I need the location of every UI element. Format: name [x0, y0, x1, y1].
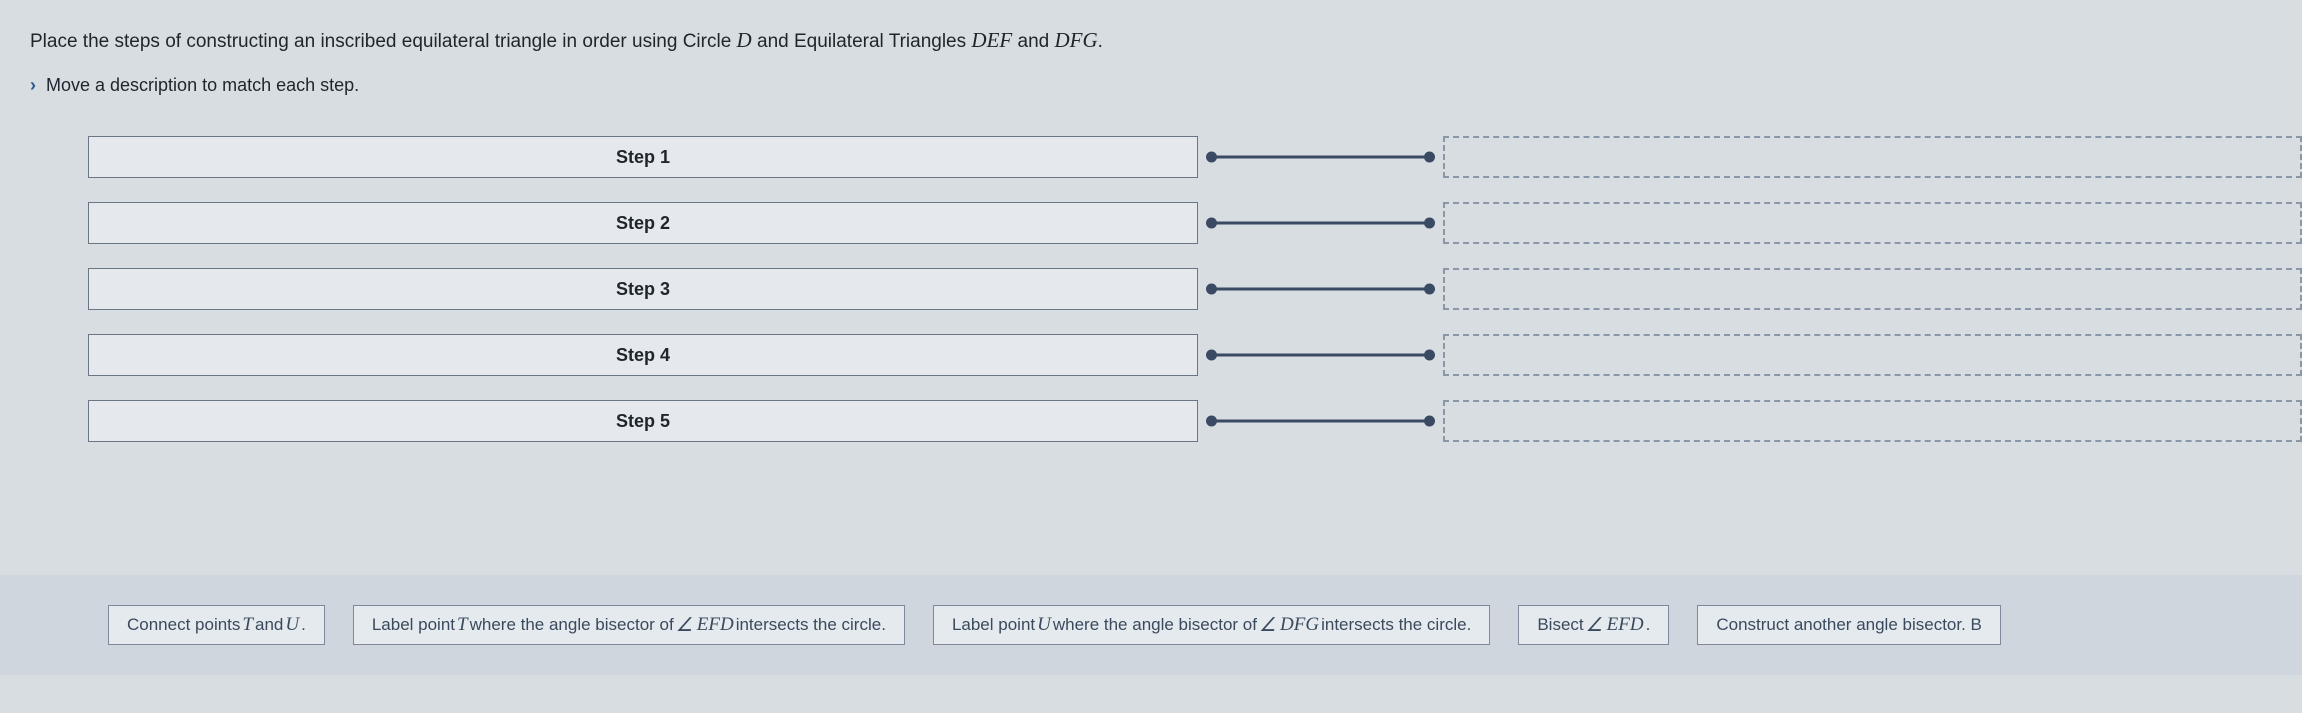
answer-chip[interactable]: Label point T where the angle bisector o… — [353, 605, 905, 645]
step-label: Step 3 — [616, 279, 670, 300]
answer-chip[interactable]: Connect points T and U. — [108, 605, 325, 645]
drop-target[interactable] — [1443, 268, 2302, 310]
chevron-right-icon: › — [30, 75, 36, 96]
connector-dot-icon — [1424, 152, 1435, 163]
chip-text: Label point — [952, 615, 1035, 635]
step-label: Step 5 — [616, 411, 670, 432]
connector-line — [1198, 268, 1443, 310]
step-row: Step 3 — [88, 268, 2302, 310]
chip-text: intersects the circle. — [736, 615, 886, 635]
step-row: Step 2 — [88, 202, 2302, 244]
chip-var: T — [455, 614, 470, 636]
connector-dot-icon — [1424, 284, 1435, 295]
step-row: Step 1 — [88, 136, 2302, 178]
step-label: Step 1 — [616, 147, 670, 168]
chip-text: where the angle bisector of — [470, 615, 674, 635]
step-label-box: Step 2 — [88, 202, 1198, 244]
chip-angle: ∠ — [674, 614, 695, 637]
connector-dot-icon — [1206, 416, 1217, 427]
connector-dot-icon — [1206, 218, 1217, 229]
connector-dot-icon — [1424, 350, 1435, 361]
chip-text: . — [1646, 615, 1651, 635]
chip-var: DFG — [1278, 614, 1321, 636]
chip-text: Label point — [372, 615, 455, 635]
connector-dot-icon — [1424, 218, 1435, 229]
chip-var: T — [240, 614, 255, 636]
prompt-var: D — [737, 28, 752, 52]
chip-var: EFD — [1605, 614, 1646, 636]
connector-line — [1198, 136, 1443, 178]
prompt-text: Place the steps of constructing an inscr… — [30, 31, 737, 52]
prompt-text: and — [1012, 31, 1054, 52]
chip-text: Bisect — [1537, 615, 1583, 635]
steps-container: Step 1 Step 2 Step 3 Step 4 Step 5 — [30, 136, 2302, 442]
chip-text: Construct another angle bisector. B — [1716, 615, 1982, 635]
chip-angle: ∠ — [1584, 614, 1605, 637]
chip-text: intersects the circle. — [1321, 615, 1471, 635]
drop-target[interactable] — [1443, 334, 2302, 376]
drop-target[interactable] — [1443, 202, 2302, 244]
chip-angle: ∠ — [1257, 614, 1278, 637]
step-row: Step 5 — [88, 400, 2302, 442]
chip-var: U — [1035, 614, 1053, 636]
step-label: Step 4 — [616, 345, 670, 366]
question-prompt: Place the steps of constructing an inscr… — [30, 28, 2302, 53]
answer-chip[interactable]: Label point U where the angle bisector o… — [933, 605, 1490, 645]
step-label-box: Step 3 — [88, 268, 1198, 310]
drop-target[interactable] — [1443, 136, 2302, 178]
step-label-box: Step 1 — [88, 136, 1198, 178]
prompt-var: DFG — [1055, 28, 1098, 52]
connector-dot-icon — [1206, 284, 1217, 295]
step-row: Step 4 — [88, 334, 2302, 376]
connector-dot-icon — [1206, 350, 1217, 361]
chip-text: . — [301, 615, 306, 635]
connector-line — [1198, 334, 1443, 376]
prompt-var: DEF — [971, 28, 1012, 52]
chip-var: EFD — [695, 614, 736, 636]
prompt-text: . — [1098, 31, 1103, 52]
prompt-text: and Equilateral Triangles — [752, 31, 972, 52]
step-label: Step 2 — [616, 213, 670, 234]
instruction-row: › Move a description to match each step. — [30, 75, 2302, 96]
connector-line — [1198, 400, 1443, 442]
step-label-box: Step 4 — [88, 334, 1198, 376]
answer-chip-bar: Connect points T and U. Label point T wh… — [0, 575, 2302, 675]
chip-text: and — [255, 615, 283, 635]
chip-var: U — [283, 614, 301, 636]
chip-text: Connect points — [127, 615, 240, 635]
answer-chip[interactable]: Bisect ∠EFD. — [1518, 605, 1669, 645]
answer-chip[interactable]: Construct another angle bisector. B — [1697, 605, 2001, 645]
step-label-box: Step 5 — [88, 400, 1198, 442]
connector-dot-icon — [1424, 416, 1435, 427]
instruction-text: Move a description to match each step. — [46, 75, 359, 96]
drop-target[interactable] — [1443, 400, 2302, 442]
connector-line — [1198, 202, 1443, 244]
connector-dot-icon — [1206, 152, 1217, 163]
chip-text: where the angle bisector of — [1053, 615, 1257, 635]
question-area: Place the steps of constructing an inscr… — [0, 0, 2302, 442]
